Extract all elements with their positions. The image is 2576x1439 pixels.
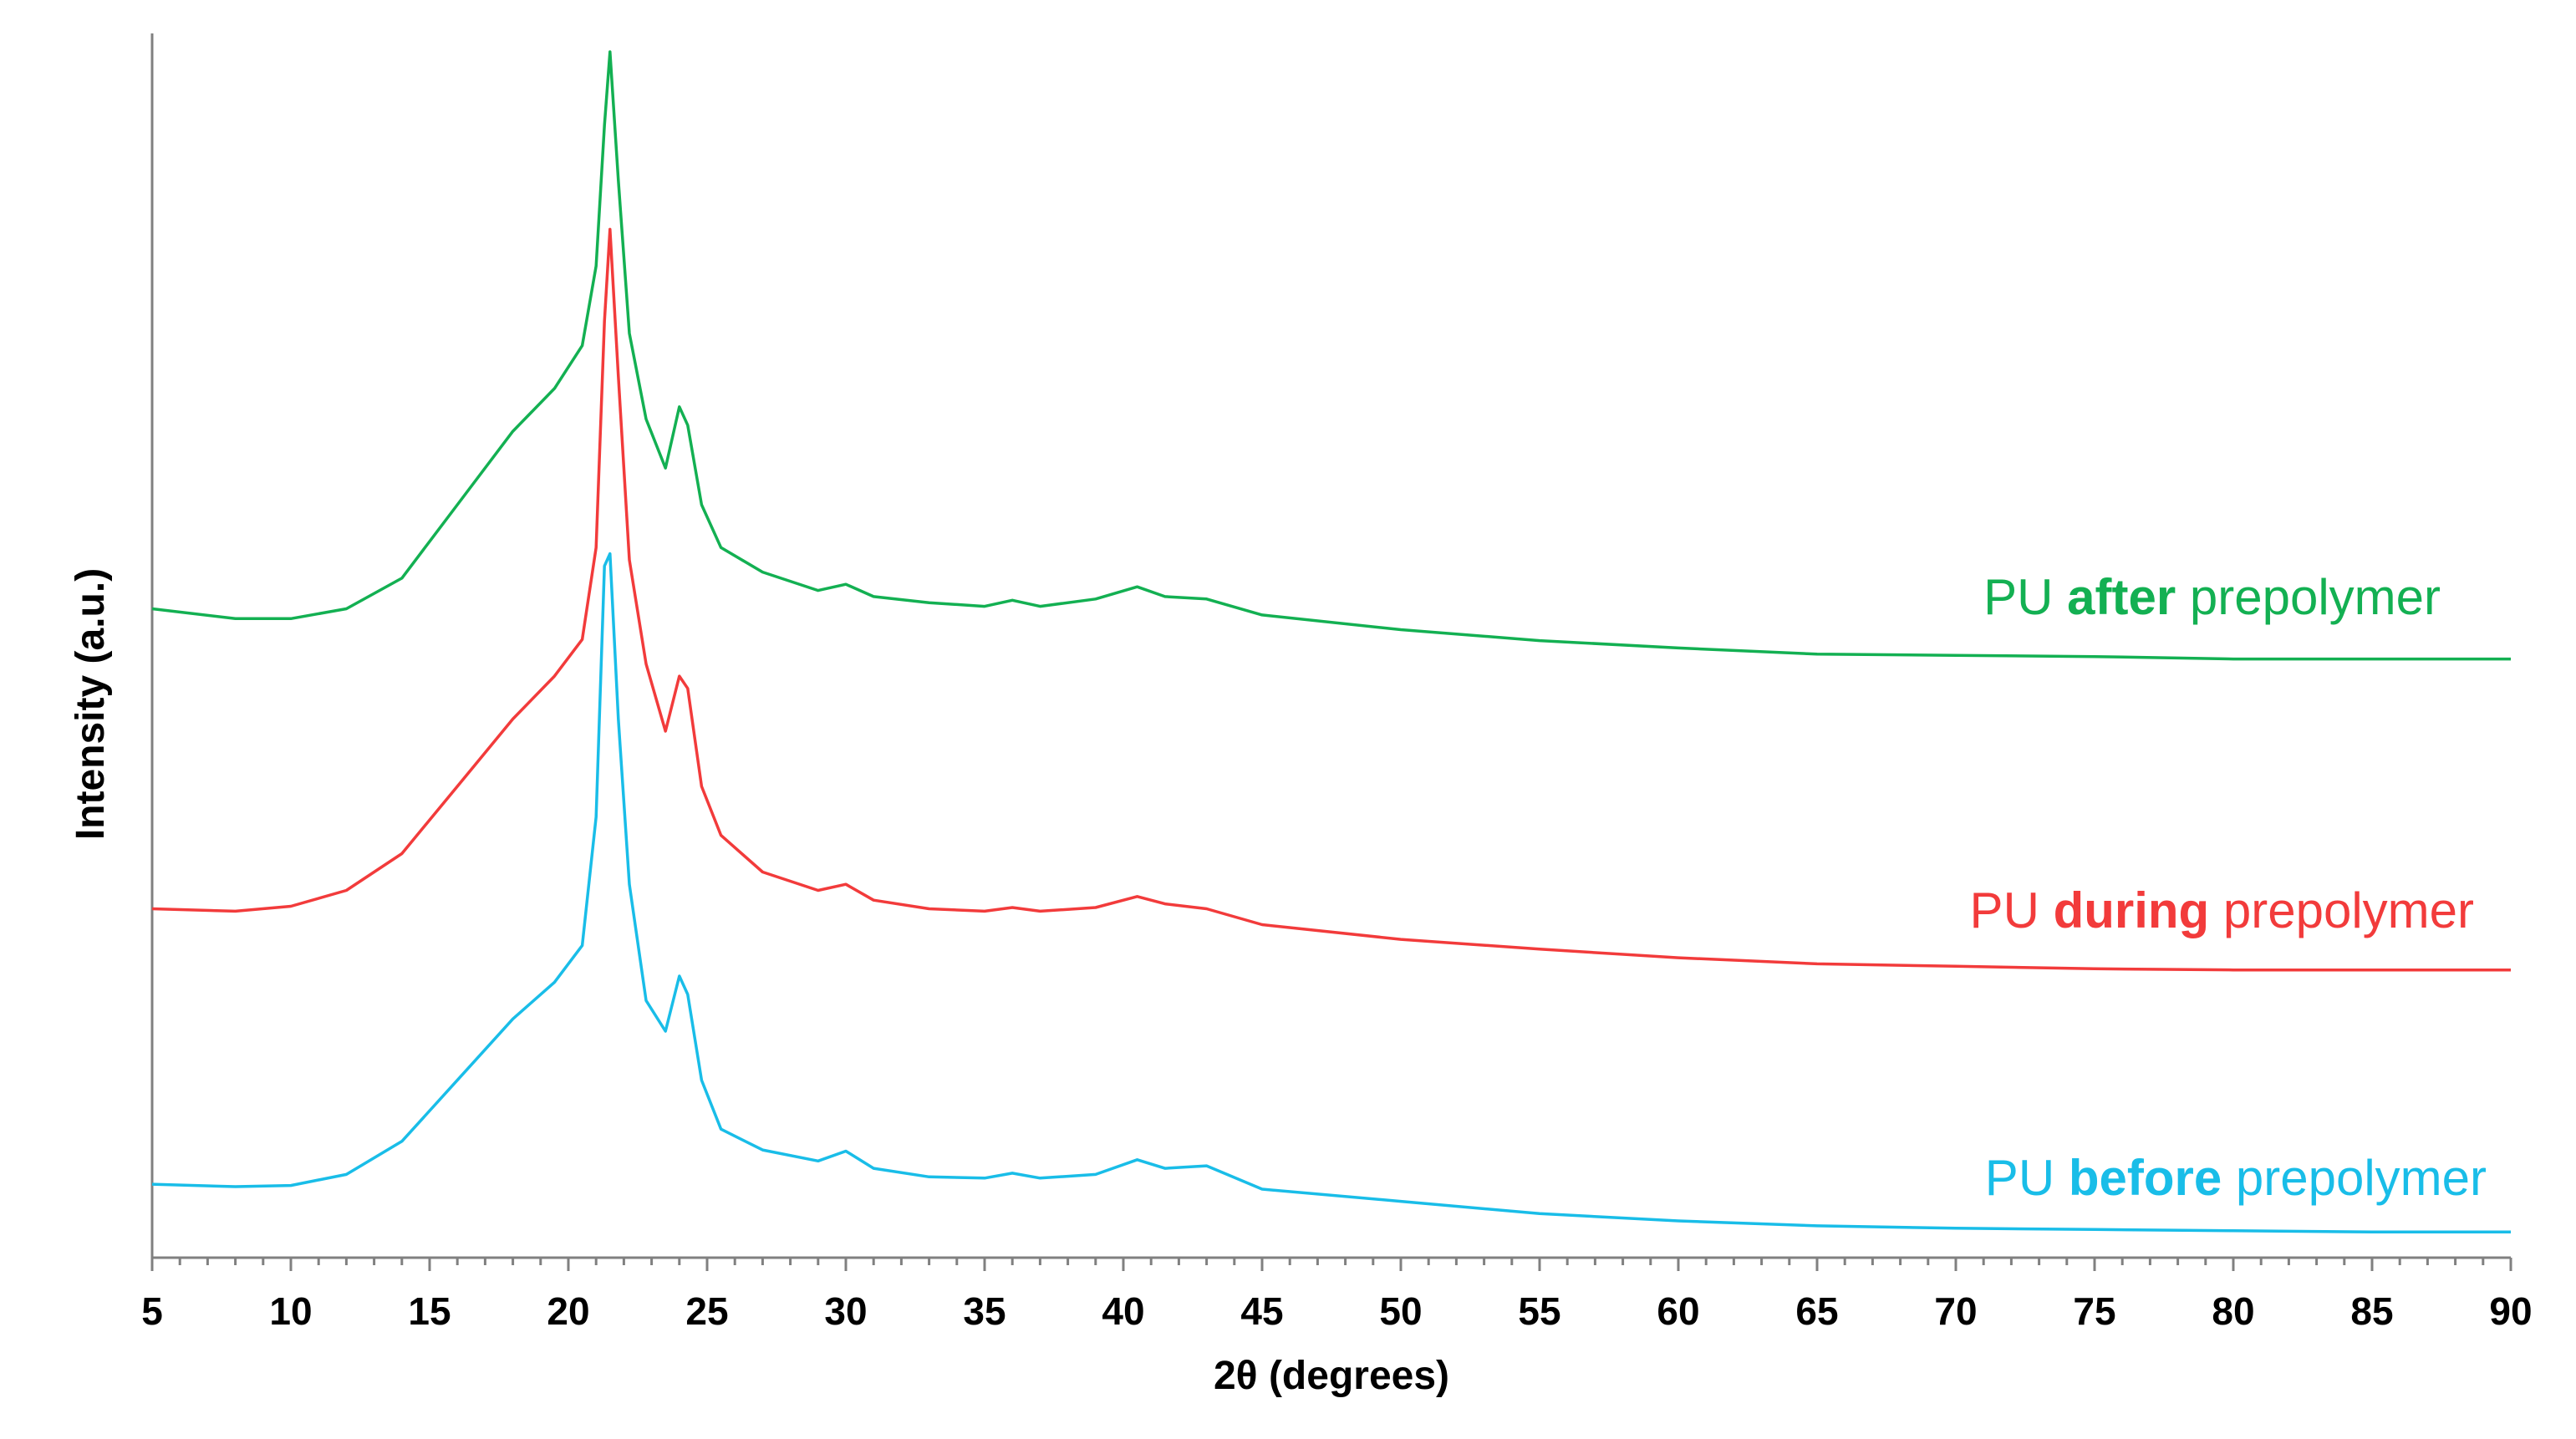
series-label-bold: after <box>2067 569 2176 625</box>
series-label-suffix: prepolymer <box>2209 882 2474 938</box>
series-line-2 <box>151 552 2511 1233</box>
series-label-suffix: prepolymer <box>2176 569 2441 625</box>
x-ticks <box>150 1258 2512 1271</box>
x-tick-label: 85 <box>2350 1289 2393 1333</box>
x-tick-label: 10 <box>269 1289 312 1333</box>
x-tick-label: 90 <box>2489 1289 2532 1333</box>
x-tick-label: 55 <box>1518 1289 1560 1333</box>
x-tick-label: 35 <box>963 1289 1005 1333</box>
x-tick-labels: 5 10 15 20 25 30 35 40 45 50 55 60 65 70 75 80 85 90 <box>141 1289 2532 1333</box>
series-line-1 <box>151 227 2511 972</box>
y-axis-title: Intensity (a.u.) <box>69 568 113 840</box>
x-tick-label: 50 <box>1379 1289 1422 1333</box>
series-label-prefix: PU <box>1983 569 2067 625</box>
series-label-bold: before <box>2069 1150 2222 1206</box>
x-tick-label: 40 <box>1102 1289 1144 1333</box>
x-tick-label: 5 <box>141 1289 163 1333</box>
series-label-1: PU during prepolymer <box>1970 882 2474 938</box>
x-tick-label: 70 <box>1934 1289 1977 1333</box>
x-tick-label: 60 <box>1657 1289 1699 1333</box>
axes: 5 10 15 20 25 30 35 40 45 50 55 60 65 70 75 80 85 90 <box>141 33 2533 1333</box>
series-label-suffix: prepolymer <box>2222 1150 2487 1206</box>
x-axis-title: 2θ (degrees) <box>1214 1354 1449 1398</box>
series-label-prefix: PU <box>1985 1150 2069 1206</box>
x-tick-label: 20 <box>547 1289 589 1333</box>
series-label-bold: during <box>2054 882 2210 938</box>
series-label-prefix: PU <box>1970 882 2054 938</box>
x-tick-label: 65 <box>1795 1289 1838 1333</box>
x-tick-label: 25 <box>685 1289 728 1333</box>
series-label-2: PU before prepolymer <box>1985 1150 2487 1206</box>
x-tick-label: 45 <box>1240 1289 1283 1333</box>
series-label-0: PU after prepolymer <box>1983 569 2441 625</box>
x-tick-label: 80 <box>2212 1289 2254 1333</box>
series-line-0 <box>151 50 2511 661</box>
x-tick-label: 15 <box>408 1289 451 1333</box>
x-tick-label: 75 <box>2073 1289 2115 1333</box>
x-tick-label: 30 <box>824 1289 867 1333</box>
series-lines <box>151 50 2511 1233</box>
